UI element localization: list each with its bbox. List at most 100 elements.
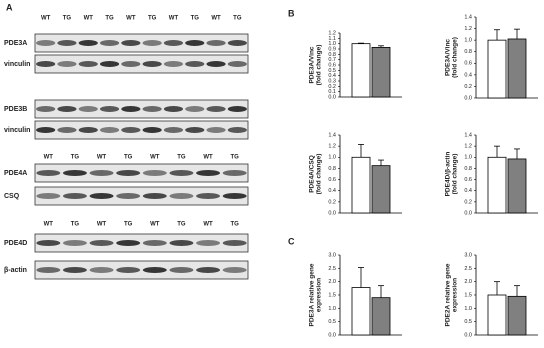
- band: [57, 40, 77, 46]
- y-tick-label: 2.0: [464, 279, 472, 285]
- band: [99, 40, 120, 46]
- band: [89, 170, 114, 176]
- lane-label: WT: [150, 222, 160, 228]
- blot: [34, 54, 249, 74]
- band: [89, 193, 114, 199]
- bar: [351, 156, 371, 214]
- y-axis-label: PDE4D/β-actin: [445, 152, 452, 197]
- band: [142, 127, 162, 133]
- y-axis-label: PDE3A/Vinc: [309, 46, 316, 83]
- band: [99, 61, 120, 67]
- band: [116, 267, 141, 273]
- lane-label: TG: [191, 16, 200, 22]
- y-axis-label: PDE2A relative gene: [445, 263, 452, 326]
- band: [89, 267, 114, 273]
- lane-label: TG: [124, 155, 133, 161]
- y-tick-label: 0.8: [464, 166, 472, 172]
- band: [206, 127, 226, 133]
- y-tick-label: 1.0: [464, 38, 472, 44]
- y-tick-label: 0.0: [464, 95, 472, 101]
- bar: [507, 158, 527, 214]
- row-label: β-actin: [4, 267, 27, 274]
- y-tick-label: 0.4: [328, 73, 336, 79]
- y-tick-label: 0.1: [328, 89, 336, 95]
- y-tick-label: 0.4: [464, 72, 472, 78]
- y-tick-label: 1.2: [328, 144, 336, 150]
- lane-label: WT: [169, 16, 179, 22]
- row-label: PDE3A: [4, 40, 27, 47]
- lane-label: WT: [203, 222, 213, 228]
- band: [169, 193, 194, 199]
- row-label: PDE3B: [4, 106, 27, 113]
- y-tick-label: 3.0: [464, 252, 472, 258]
- y-tick-label: 0.5: [328, 319, 336, 325]
- band: [36, 127, 56, 133]
- lane-label: WT: [44, 222, 54, 228]
- blot: [34, 233, 249, 253]
- lane-label: WT: [41, 16, 51, 22]
- band: [36, 61, 56, 67]
- bar: [351, 287, 371, 336]
- y-tick-label: 1.0: [328, 306, 336, 312]
- lane-label: TG: [231, 155, 240, 161]
- y-tick-label: 1.2: [328, 30, 336, 36]
- band: [36, 40, 56, 46]
- y-tick-label: 0.6: [464, 177, 472, 183]
- band: [99, 127, 120, 133]
- band: [142, 61, 162, 67]
- panel-label: B: [288, 8, 295, 18]
- y-tick-label: 1.5: [328, 292, 336, 298]
- y-tick-label: 1.0: [464, 306, 472, 312]
- band: [163, 61, 184, 67]
- y-tick-label: 0.4: [328, 188, 336, 194]
- band: [142, 193, 167, 199]
- y-axis-label: expression: [452, 278, 459, 312]
- y-tick-label: 1.0: [328, 155, 336, 161]
- row-label: PDE4A: [4, 170, 27, 177]
- band: [36, 106, 56, 112]
- y-tick-label: 0.8: [328, 52, 336, 58]
- band: [196, 267, 221, 273]
- y-tick-label: 0.6: [464, 61, 472, 67]
- band: [62, 193, 87, 199]
- y-tick-label: 0.0: [328, 210, 336, 216]
- band: [116, 193, 141, 199]
- bar: [487, 294, 507, 336]
- bar: [487, 156, 507, 214]
- band: [222, 240, 247, 246]
- row-label: CSQ: [4, 193, 20, 200]
- bar: [507, 295, 527, 336]
- band: [36, 193, 61, 199]
- band: [163, 40, 184, 46]
- y-tick-label: 0.6: [328, 62, 336, 68]
- y-tick-label: 1.0: [464, 155, 472, 161]
- band: [36, 267, 61, 273]
- panel-label: A: [6, 2, 13, 12]
- band: [206, 40, 226, 46]
- y-tick-label: 0.0: [328, 332, 336, 338]
- y-tick-label: 1.2: [464, 144, 472, 150]
- y-tick-label: 0.5: [464, 319, 472, 325]
- y-tick-label: 0.2: [464, 84, 472, 90]
- band: [78, 40, 98, 46]
- row-label: vinculin: [4, 127, 30, 134]
- lane-label: WT: [150, 155, 160, 161]
- band: [62, 240, 87, 246]
- row-label: PDE4D: [4, 240, 27, 247]
- band: [116, 170, 141, 176]
- band: [57, 106, 77, 112]
- band: [185, 61, 205, 67]
- band: [196, 240, 221, 246]
- band: [185, 127, 205, 133]
- bar: [487, 39, 507, 99]
- y-tick-label: 0.2: [328, 84, 336, 90]
- blot: [34, 163, 249, 183]
- band: [121, 127, 141, 133]
- y-tick-label: 3.0: [328, 252, 336, 258]
- band: [196, 193, 221, 199]
- panel-label: C: [288, 236, 295, 246]
- y-tick-label: 2.5: [328, 266, 336, 272]
- lane-label: TG: [177, 155, 186, 161]
- blot: [34, 260, 249, 280]
